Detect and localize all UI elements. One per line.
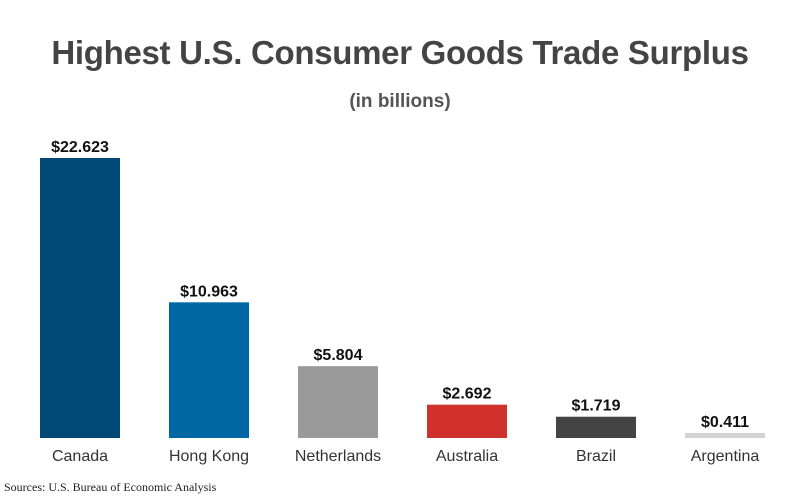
bar-argentina: [685, 432, 765, 438]
bar-hong-kong: [169, 302, 249, 438]
value-label: $1.719: [572, 398, 621, 415]
bar-netherlands: [298, 366, 378, 438]
value-label: $10.963: [180, 283, 238, 300]
chart-title: Highest U.S. Consumer Goods Trade Surplu…: [51, 34, 749, 71]
value-label: $2.692: [443, 386, 492, 403]
chart-subtitle: (in billions): [349, 91, 451, 112]
category-label: Argentina: [691, 448, 760, 465]
source-note: Sources: U.S. Bureau of Economic Analysi…: [4, 480, 217, 494]
bar-canada: [40, 158, 120, 438]
value-label: $0.411: [701, 414, 749, 431]
category-label: Canada: [52, 448, 108, 465]
category-label: Brazil: [576, 448, 616, 465]
category-label: Netherlands: [295, 448, 381, 465]
value-label: $5.804: [314, 347, 363, 364]
category-label: Hong Kong: [169, 448, 249, 465]
value-label: $22.623: [51, 139, 109, 156]
category-label: Australia: [436, 448, 498, 465]
bar-brazil: [556, 416, 636, 438]
bar-australia: [427, 404, 507, 438]
